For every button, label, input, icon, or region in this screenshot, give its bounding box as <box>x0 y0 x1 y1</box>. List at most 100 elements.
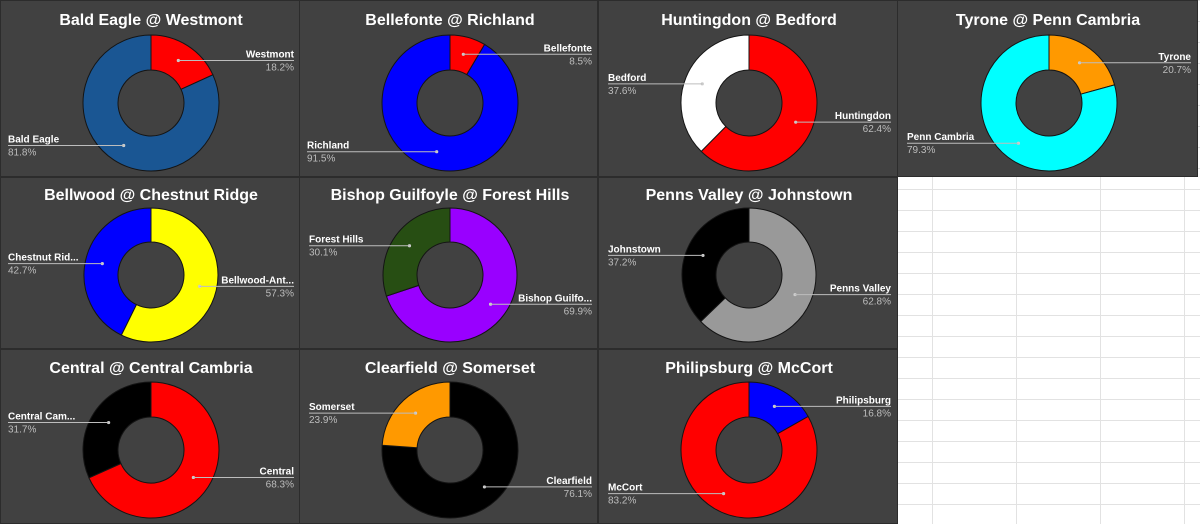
donut-slice-bedford[interactable] <box>680 34 750 153</box>
donut-slice-central[interactable] <box>88 381 220 519</box>
leader-dot <box>1016 141 1021 145</box>
slice-label: Richland <box>307 141 349 152</box>
donut-chart: Bald Eagle @ Westmont Westmont 18.2% Bald … <box>8 12 295 172</box>
slice-label: Penns Valley <box>830 284 892 295</box>
slice-label: Central <box>260 466 295 477</box>
slice-percent: 23.9% <box>309 415 337 426</box>
slice-percent: 62.8% <box>863 297 891 308</box>
chart-title: Bellwood @ Chestnut Ridge <box>44 187 258 204</box>
donut-chart: Philipsburg @ McCort Philipsburg 16.8% McC… <box>608 360 891 519</box>
donut-chart: Bishop Guilfoyle @ Forest Hills Bishop G… <box>309 187 592 343</box>
donut-slice-mccort[interactable] <box>680 381 818 519</box>
slice-percent: 20.7% <box>1163 65 1191 76</box>
donut-slice-penns-valley[interactable] <box>700 207 817 343</box>
slice-label: Bellefonte <box>544 43 593 54</box>
slice-label: Tyrone <box>1158 52 1191 63</box>
slice-label: McCort <box>608 483 643 494</box>
slice-percent: 81.8% <box>8 147 36 158</box>
chart-title: Bishop Guilfoyle @ Forest Hills <box>331 187 570 204</box>
donut-group: Westmont 18.2% Bald Eagle 81.8% <box>8 34 295 172</box>
slice-label: Westmont <box>246 50 295 61</box>
chart-card-bishop-guilfoyle-forest-hills[interactable]: Bishop Guilfoyle @ Forest Hills Bishop G… <box>299 177 598 349</box>
chart-card-bellwood-chestnut-ridge[interactable]: Bellwood @ Chestnut Ridge Bellwood-Ant..… <box>0 177 300 349</box>
slice-percent: 8.5% <box>569 56 592 67</box>
slice-label: Bald Eagle <box>8 134 60 145</box>
donut-group: Philipsburg 16.8% McCort 83.2% <box>608 381 891 519</box>
chart-title: Central @ Central Cambria <box>49 360 252 377</box>
chart-title: Tyrone @ Penn Cambria <box>956 12 1140 29</box>
donut-slice-penn-cambria[interactable] <box>980 34 1118 172</box>
slice-label: Philipsburg <box>836 395 891 406</box>
slice-percent: 30.1% <box>309 248 337 259</box>
donut-group: Tyrone 20.7% Penn Cambria 79.3% <box>907 34 1191 172</box>
donut-slice-richland[interactable] <box>381 34 519 172</box>
donut-group: Bellwood-Ant... 57.3% Chestnut Rid... 42.7% <box>8 207 294 343</box>
donut-group: Clearfield 76.1% Somerset 23.9% <box>309 381 592 519</box>
chart-title: Philipsburg @ McCort <box>665 360 833 377</box>
chart-card-tyrone-penn-cambria[interactable]: Tyrone @ Penn Cambria Tyrone 20.7% Penn Ca… <box>897 0 1198 177</box>
donut-slice-bellwood-ant[interactable] <box>120 207 219 343</box>
slice-percent: 68.3% <box>266 479 294 490</box>
slice-percent: 57.3% <box>266 288 294 299</box>
donut-chart: Huntingdon @ Bedford Huntingdon 62.4% Bedf… <box>608 12 891 172</box>
leader-dot <box>772 404 777 408</box>
donut-chart: Central @ Central Cambria Central68.3%Ce… <box>8 360 295 519</box>
slice-percent: 69.9% <box>564 306 592 317</box>
slice-label: Bellwood-Ant... <box>221 275 294 286</box>
donut-chart: Bellefonte @ Richland Bellefonte 8.5% Rich… <box>307 12 593 172</box>
donut-group: Penns Valley 62.8% Johnstown 37.2% <box>608 207 892 343</box>
donut-slice-clearfield[interactable] <box>381 381 519 519</box>
slice-label: Penn Cambria <box>907 132 975 143</box>
slice-label: Clearfield <box>546 476 592 487</box>
donut-slice-central-cam[interactable] <box>82 381 152 479</box>
donut-slice-chestnut-rid[interactable] <box>83 207 152 336</box>
chart-card-philipsburg-mccort[interactable]: Philipsburg @ McCort Philipsburg 16.8% McC… <box>598 349 898 524</box>
leader-dot <box>191 475 195 480</box>
leader-dot <box>482 485 487 489</box>
donut-group: Central 68.3% Central Cam... 31.7% <box>8 381 295 519</box>
slice-percent: 62.4% <box>863 124 891 135</box>
slice-percent: 76.1% <box>564 489 592 500</box>
slice-percent: 37.6% <box>608 86 636 97</box>
donut-slice-tyrone[interactable] <box>1048 34 1116 95</box>
donut-slice-huntingdon[interactable] <box>700 34 818 172</box>
chart-card-bellefonte-richland[interactable]: Bellefonte @ Richland Bellefonte 8.5% Rich… <box>299 0 598 177</box>
slice-percent: 42.7% <box>8 266 36 277</box>
slice-label: Central Cam... <box>8 412 75 423</box>
chart-title: Huntingdon @ Bedford <box>661 12 837 29</box>
slice-label: Somerset <box>309 402 355 413</box>
chart-title: Clearfield @ Somerset <box>365 360 536 377</box>
donut-slice-bishop-guilfo[interactable] <box>385 207 518 343</box>
slice-label: Chestnut Rid... <box>8 253 79 264</box>
chart-card-clearfield-somerset[interactable]: Clearfield @ Somerset Clearfield 76.1% Som… <box>299 349 598 524</box>
leader-dot <box>1077 61 1082 65</box>
slice-label: Forest Hills <box>309 235 364 246</box>
slice-percent: 91.5% <box>307 154 335 165</box>
chart-title: Bald Eagle @ Westmont <box>59 12 243 29</box>
slice-percent: 79.3% <box>907 145 935 156</box>
chart-title: Penns Valley @ Johnstown <box>646 187 853 204</box>
donut-chart: Bellwood @ Chestnut Ridge Bellwood-Ant..… <box>8 187 294 343</box>
donut-chart: Tyrone @ Penn Cambria Tyrone 20.7% Penn Ca… <box>907 12 1191 172</box>
chart-card-bald-eagle-westmont[interactable]: Bald Eagle @ Westmont Westmont 18.2% Bald … <box>0 0 300 177</box>
chart-card-penns-valley-johnstown[interactable]: Penns Valley @ Johnstown Penns Valley 62.… <box>598 177 898 349</box>
donut-slice-bald-eagle[interactable] <box>82 34 220 172</box>
leader-dot <box>407 244 412 248</box>
slice-percent: 16.8% <box>863 408 891 419</box>
slice-percent: 18.2% <box>266 63 294 74</box>
slice-label: Johnstown <box>608 244 661 255</box>
slice-label: Bedford <box>608 73 646 84</box>
chart-card-central-central-cambria[interactable]: Central @ Central Cambria Central 68.3% Ce… <box>0 349 300 524</box>
donut-slice-johnstown[interactable] <box>681 207 750 323</box>
donut-chart: Penns Valley @ Johnstown Penns Valley 62.… <box>608 187 892 343</box>
slice-percent: 31.7% <box>8 425 36 436</box>
donut-slice-forest-hills[interactable] <box>382 207 451 297</box>
slice-percent: 37.2% <box>608 257 636 268</box>
donut-slice-somerset[interactable] <box>381 381 451 449</box>
donut-chart: Clearfield @ Somerset Clearfield 76.1% Som… <box>309 360 592 519</box>
chart-card-huntingdon-bedford[interactable]: Huntingdon @ Bedford Huntingdon 62.4% Bedf… <box>598 0 898 177</box>
donut-group: Bellefonte 8.5% Richland 91.5% <box>307 34 593 172</box>
donut-group: Huntingdon 62.4% Bedford 37.6% <box>608 34 891 172</box>
slice-percent: 83.2% <box>608 496 636 507</box>
